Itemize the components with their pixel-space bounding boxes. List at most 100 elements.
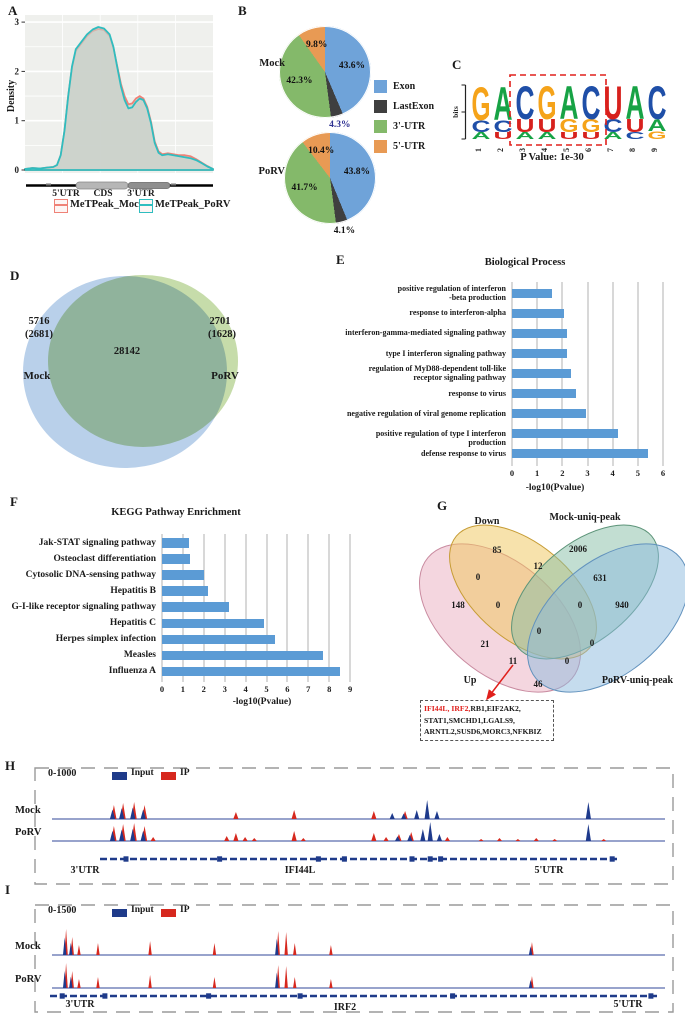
peak-input (394, 836, 401, 841)
bar (512, 409, 587, 419)
axis-mark-right (171, 183, 176, 186)
category-label-line: -beta production (449, 293, 506, 302)
peak-input (109, 830, 116, 841)
x-tick-label: 1 (180, 684, 186, 694)
gene-list-line3: ARNTL2,SUSD6,MORC3,NFKBIZ (424, 727, 542, 736)
category-label-line: Herpes simplex infection (55, 634, 156, 645)
logo-position-label: 1 (474, 148, 483, 152)
density-y-axis-label: Density (6, 79, 17, 113)
y-tick-label: 2 (15, 66, 20, 76)
pie-legend-label-5'-UTR: 5'-UTR (393, 141, 426, 152)
track-h-range: 0-1000 (48, 768, 77, 779)
peak-ip (478, 839, 484, 841)
track-i-row-mock: Mock (15, 941, 41, 952)
peak-input (434, 811, 440, 819)
peak-input (69, 976, 73, 988)
peak-input (69, 942, 73, 955)
gridline (586, 282, 589, 466)
peak-input (414, 810, 420, 819)
logo-letter-A: A (604, 131, 623, 142)
venn2-mock-name: Mock (23, 370, 51, 382)
legend-label-mock: MeTPeak_Mock (70, 199, 145, 210)
venn2-mock-porv (23, 275, 238, 468)
peak-ip (291, 831, 297, 841)
venn2-mock-subcount: (2681) (25, 329, 53, 340)
logo-position-label: 2 (496, 148, 505, 152)
track-i-3utr-label: 3'UTR (65, 999, 95, 1010)
category-label-line: positive regulation of type I interferon… (375, 428, 506, 448)
x-tick-label: 3 (222, 684, 227, 694)
gene-exon-mark (217, 856, 223, 862)
category-label: Cytosolic DNA-sensing pathway (11, 570, 156, 581)
logo-letter-C: C (472, 117, 491, 136)
x-tick-label: 4 (610, 468, 615, 478)
peak-ip (233, 833, 239, 841)
peak-ip (148, 941, 152, 955)
bits-axis-label: bits (451, 106, 460, 118)
go-bp-x-axis-label: -log10(Pvalue) (525, 483, 585, 493)
logo-letter-A: A (626, 77, 645, 130)
go-bp-title: Biological Process (484, 257, 566, 268)
panel-f-label: F (10, 494, 18, 509)
peak-input (140, 809, 146, 819)
category-label: positive regulation of type I interferon… (344, 429, 506, 448)
venn4-region-count: 0 (577, 600, 583, 610)
bar (162, 554, 191, 564)
gene-exon-mark (409, 856, 415, 862)
kegg-x-axis-label: -log10(Pvalue) (232, 697, 292, 707)
track-i-row-porv: PoRV (15, 974, 42, 985)
venn4-region-count: 11 (508, 656, 518, 666)
category-label: Osteoclast differentiation (11, 554, 156, 565)
category-label-line: type I interferon signaling pathway (385, 348, 506, 358)
logo-letter-U: U (560, 131, 579, 142)
x-tick-label: 8 (327, 684, 332, 694)
bar (162, 618, 265, 628)
bar (162, 586, 208, 596)
x-tick-label: 4 (243, 684, 248, 694)
irf2-track-plot (34, 904, 674, 1013)
gene-list-highlight: IFI44L, IRF2, (424, 704, 471, 713)
panel-h-label: H (5, 758, 16, 773)
bar (162, 650, 323, 661)
pie-chart-mock (279, 26, 371, 118)
category-label-line: Measles (123, 650, 156, 661)
category-label: negative regulation of viral genome repl… (344, 409, 506, 419)
bar (512, 429, 618, 439)
pie-slice-label-LastExon: 4.1% (333, 226, 356, 237)
logo-letter-C: C (626, 131, 645, 142)
peak-input (427, 822, 433, 841)
x-tick-label: 0 (509, 468, 515, 478)
gene-list-line1-rest: RB1,EIF2AK2, (470, 704, 521, 713)
venn4-region-count: 0 (564, 656, 570, 666)
peak-input (140, 830, 146, 841)
venn4-set-down: Down (474, 516, 500, 527)
venn4-region-count: 0 (475, 572, 481, 582)
gridline (244, 534, 247, 682)
category-label: G-I-like receptor signaling pathway (11, 602, 156, 613)
legend-key-mock (54, 199, 68, 213)
peak-ip (533, 838, 539, 841)
peak-input (62, 937, 67, 955)
bar (162, 666, 340, 677)
y-tick-label: 3 (15, 17, 20, 27)
track-h-ip-swatch (161, 772, 176, 780)
motif-highlight-box (509, 74, 607, 146)
category-label: interferon-gamma-mediated signaling path… (344, 328, 506, 338)
peak-ip (291, 810, 297, 819)
density-area-MeTPeak_PoRV (24, 26, 214, 171)
track-i-gene-label: IRF2 (333, 1002, 357, 1013)
peak-input (130, 807, 136, 819)
venn4-region-count: 0 (536, 626, 542, 636)
bar (162, 634, 275, 645)
logo-position-label: 9 (650, 148, 659, 152)
logo-letter-C: C (516, 77, 535, 130)
logo-letter-U: U (494, 131, 513, 142)
gene-exon-mark (59, 993, 65, 999)
gene-exon-mark (341, 856, 347, 862)
bar (162, 538, 190, 548)
gridline (328, 534, 331, 682)
panel-c-label: C (452, 57, 462, 72)
peak-input (407, 834, 413, 841)
